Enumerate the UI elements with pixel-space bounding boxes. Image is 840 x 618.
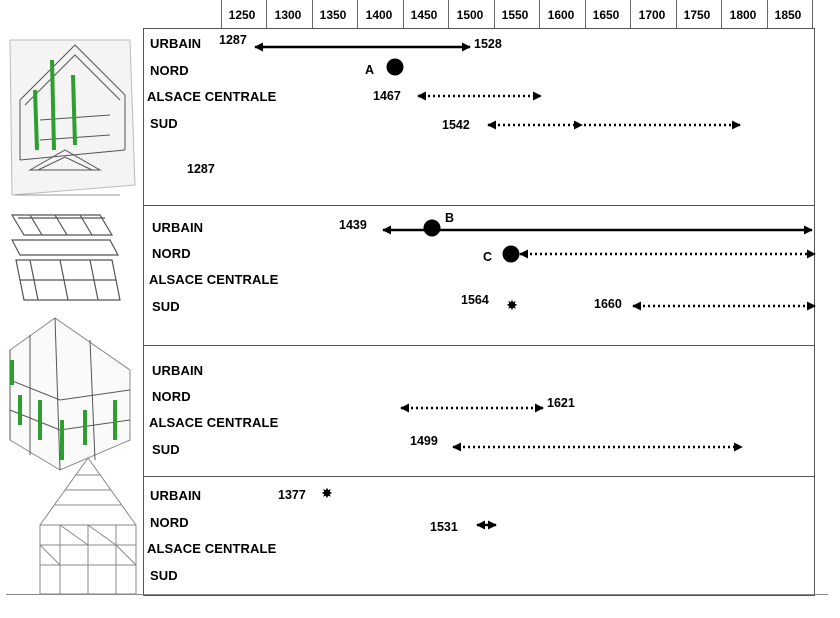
- timber-frame-roof-illustration: [9, 39, 136, 196]
- row-label-nord: NORD: [152, 389, 191, 404]
- row-label-urbain: URBAIN: [152, 220, 204, 235]
- axis-tick-label: 1500: [456, 8, 484, 22]
- point-label-b: B: [445, 211, 455, 225]
- year-label: 1467: [373, 89, 401, 103]
- year-label: 1287: [219, 33, 247, 47]
- axis-gridline: [585, 0, 586, 28]
- year-label: 1287: [187, 162, 215, 176]
- axis-gridline: [448, 0, 449, 28]
- timber-frame-gable-illustration: [39, 457, 137, 595]
- axis-tick-label: 1300: [274, 8, 302, 22]
- timber-frame-wall-illustration: [9, 317, 131, 471]
- row-label-urbain: URBAIN: [152, 363, 204, 378]
- year-label: 1621: [547, 396, 575, 410]
- row-label-alsace-centrale: ALSACE CENTRALE: [149, 272, 279, 287]
- axis-tick-label: 1600: [547, 8, 575, 22]
- year-label: 1528: [474, 37, 502, 51]
- year-label: 1499: [410, 434, 438, 448]
- row-label-nord: NORD: [150, 515, 189, 530]
- row-label-sud: SUD: [152, 442, 180, 457]
- point-label-a: A: [365, 63, 375, 77]
- year-label: 1542: [442, 118, 470, 132]
- axis-tick-label: 1750: [683, 8, 711, 22]
- axis-tick-label: 1650: [592, 8, 620, 22]
- axis-gridline: [266, 0, 267, 28]
- axis-gridline: [721, 0, 722, 28]
- timber-frame-floor-illustration: [10, 214, 121, 301]
- axis-tick-label: 1450: [410, 8, 438, 22]
- axis-tick-label: 1800: [729, 8, 757, 22]
- axis-tick-label: 1250: [228, 8, 256, 22]
- row-label-urbain: URBAIN: [150, 36, 202, 51]
- row-label-nord: NORD: [152, 246, 191, 261]
- axis-gridline: [357, 0, 358, 28]
- axis-tick-label: 1700: [638, 8, 666, 22]
- panel-4: [143, 476, 815, 596]
- axis-gridline: [403, 0, 404, 28]
- axis-tick-label: 1400: [365, 8, 393, 22]
- year-label: 1439: [339, 218, 367, 232]
- axis-tick-label: 1850: [774, 8, 802, 22]
- year-label: 1660: [594, 297, 622, 311]
- panel-3: [143, 345, 815, 477]
- axis-gridline: [676, 0, 677, 28]
- point-label-c: C: [483, 250, 493, 264]
- year-label: 1564: [461, 293, 489, 307]
- axis-gridline: [312, 0, 313, 28]
- row-label-urbain: URBAIN: [150, 488, 202, 503]
- bottom-baseline: [6, 594, 828, 595]
- axis-gridline: [221, 0, 222, 28]
- axis-gridline: [812, 0, 813, 28]
- panel-1: [143, 28, 815, 206]
- year-label: 1377: [278, 488, 306, 502]
- axis-gridline: [767, 0, 768, 28]
- row-label-sud: SUD: [150, 568, 178, 583]
- axis-gridline: [630, 0, 631, 28]
- row-label-alsace-centrale: ALSACE CENTRALE: [149, 415, 279, 430]
- year-label: 1531: [430, 520, 458, 534]
- axis-tick-label: 1350: [319, 8, 347, 22]
- axis-tick-label: 1550: [501, 8, 529, 22]
- axis-gridline: [539, 0, 540, 28]
- row-label-nord: NORD: [150, 63, 189, 78]
- axis-gridline: [494, 0, 495, 28]
- row-label-sud: SUD: [150, 116, 178, 131]
- row-label-alsace-centrale: ALSACE CENTRALE: [147, 89, 277, 104]
- row-label-alsace-centrale: ALSACE CENTRALE: [147, 541, 277, 556]
- row-label-sud: SUD: [152, 299, 180, 314]
